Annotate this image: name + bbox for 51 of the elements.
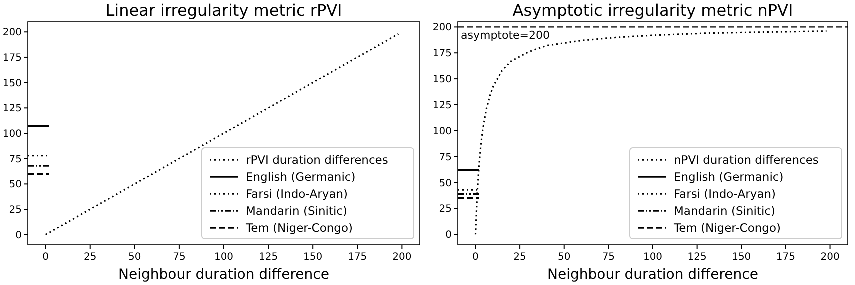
ref-line-label: asymptote=200: [461, 29, 550, 42]
y-tick-label: 200: [2, 28, 22, 39]
x-tick-label: 200: [820, 252, 840, 263]
chart-title: Asymptotic irregularity metric nPVI: [512, 1, 794, 20]
y-tick-label: 100: [2, 129, 22, 140]
legend-label: Mandarin (Sinitic): [246, 204, 348, 218]
y-tick-label: 175: [2, 52, 22, 64]
y-tick-label: 50: [9, 180, 22, 191]
x-tick-label: 100: [214, 252, 234, 263]
x-tick-label: 175: [776, 252, 796, 263]
y-tick-label: 25: [9, 205, 22, 216]
y-tick-label: 175: [432, 48, 452, 60]
legend-label: English (Germanic): [246, 170, 356, 184]
x-tick-label: 125: [688, 252, 707, 263]
y-tick-label: 0: [446, 230, 452, 242]
x-axis-title: Neighbour duration difference: [118, 267, 330, 283]
x-tick-label: 0: [42, 252, 50, 263]
x-tick-label: 75: [173, 252, 186, 263]
x-tick-label: 50: [128, 252, 142, 263]
legend-label: Tem (Niger-Congo): [673, 221, 781, 235]
x-tick-label: 25: [514, 252, 526, 263]
x-tick-label: 75: [602, 252, 616, 263]
y-tick-label: 200: [432, 22, 452, 34]
x-tick-label: 175: [348, 252, 368, 263]
x-tick-label: 200: [392, 252, 412, 263]
x-tick-label: 50: [558, 252, 571, 263]
legend-label: Tem (Niger-Congo): [245, 221, 353, 235]
y-tick-label: 50: [439, 178, 452, 190]
y-tick-label: 100: [432, 126, 452, 138]
y-tick-label: 125: [2, 104, 22, 115]
x-tick-label: 100: [643, 252, 663, 263]
legend-label: Farsi (Indo-Aryan): [674, 187, 776, 201]
y-tick-label: 125: [432, 100, 452, 112]
legend-label: Farsi (Indo-Aryan): [246, 187, 348, 201]
legend-label: rPVI duration differences: [246, 153, 388, 167]
legend-label: English (Germanic): [674, 170, 784, 184]
y-tick-label: 25: [439, 204, 452, 216]
chart-title: Linear irregularity metric rPVI: [106, 1, 342, 20]
y-tick-label: 75: [9, 154, 22, 166]
legend-label: Mandarin (Sinitic): [674, 204, 776, 218]
y-tick-label: 150: [432, 74, 452, 86]
legend-label: nPVI duration differences: [674, 153, 819, 167]
x-axis-title: Neighbour duration difference: [548, 267, 758, 283]
x-tick-label: 0: [472, 252, 479, 263]
x-tick-label: 150: [732, 252, 752, 263]
y-tick-label: 75: [439, 152, 452, 164]
y-tick-label: 150: [2, 78, 22, 90]
x-tick-label: 150: [304, 252, 323, 263]
y-tick-label: 0: [16, 230, 22, 242]
x-tick-label: 125: [259, 252, 278, 263]
x-tick-label: 25: [84, 252, 97, 263]
